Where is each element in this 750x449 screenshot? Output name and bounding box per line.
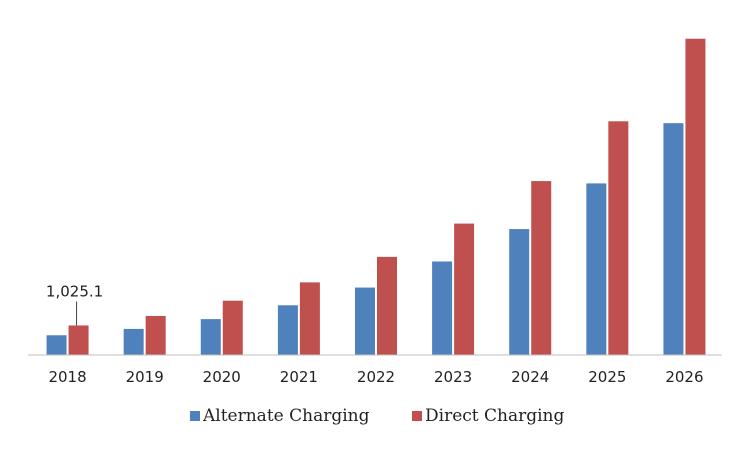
bar-direct-charging-2026 — [685, 38, 706, 355]
bar-direct-charging-2023 — [454, 223, 475, 355]
x-tick-label: 2026 — [665, 368, 703, 386]
bar-alternate-charging-2026 — [663, 123, 684, 355]
bar-alternate-charging-2025 — [586, 183, 607, 355]
bar-alternate-charging-2020 — [200, 319, 221, 355]
bar-direct-charging-2022 — [377, 256, 397, 355]
bar-alternate-charging-2023 — [432, 261, 453, 355]
legend-swatch-alternate-charging — [190, 411, 200, 421]
legend-label: Alternate Charging — [202, 406, 370, 426]
bar-alternate-charging-2022 — [355, 287, 375, 355]
x-tick-label: 2021 — [280, 368, 318, 386]
bar-direct-charging-2018 — [68, 325, 89, 355]
legend-label: Direct Charging — [425, 406, 564, 426]
x-tick-label: 2023 — [434, 368, 472, 386]
bar-alternate-charging-2019 — [123, 328, 144, 355]
x-tick-label: 2022 — [357, 368, 395, 386]
bar-direct-charging-2020 — [222, 300, 243, 355]
bar-alternate-charging-2024 — [509, 229, 530, 355]
x-tick-label: 2025 — [588, 368, 626, 386]
bar-direct-charging-2024 — [531, 181, 552, 355]
x-tick-labels: 2018 2019 2020 2021 2022 2023 2024 2025 2026 — [48, 368, 703, 386]
bar-alternate-charging-2021 — [277, 305, 298, 355]
x-tick-label: 2019 — [126, 368, 164, 386]
annotations-layer: 1,025.1 — [46, 282, 103, 326]
bar-alternate-charging-2018 — [46, 335, 67, 355]
data-label: 1,025.1 — [46, 282, 103, 300]
bar-direct-charging-2019 — [145, 315, 166, 355]
bar-direct-charging-2025 — [608, 121, 629, 355]
x-tick-label: 2024 — [511, 368, 549, 386]
legend: Alternate Charging Direct Charging — [190, 406, 564, 426]
bars-layer — [46, 38, 706, 355]
legend-swatch-direct-charging — [412, 411, 422, 421]
bar-direct-charging-2021 — [299, 282, 320, 355]
x-tick-label: 2020 — [203, 368, 241, 386]
x-tick-label: 2018 — [48, 368, 86, 386]
